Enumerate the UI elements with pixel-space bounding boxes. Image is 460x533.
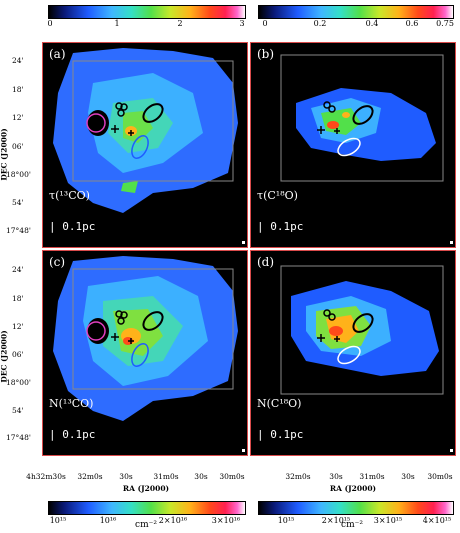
- colorbar-tau-13co: [48, 5, 246, 19]
- y-tick: 17°48': [6, 226, 31, 235]
- colorbar-tick: 2×10¹⁶: [158, 516, 188, 525]
- colorbar-tick: 2: [177, 19, 183, 28]
- y-tick: 24': [12, 56, 24, 65]
- colorbar-n-c18o: [258, 501, 454, 515]
- panel-label: (b): [257, 47, 275, 61]
- y-tick: 18°00': [6, 170, 31, 179]
- y-tick: 12': [12, 322, 24, 331]
- panel-quantity-label: N(C¹⁸O): [257, 397, 302, 410]
- x-tick: 32m0s: [285, 472, 311, 481]
- panel-c-n-13co: (c) N(¹³CO) | 0.1pc: [42, 250, 248, 456]
- x-axis-label: RA (J2000): [122, 484, 170, 493]
- colorbar-tick: 0: [47, 19, 53, 28]
- x-tick: 30m0s: [219, 472, 245, 481]
- colorbar-tick: 10¹⁶: [99, 516, 117, 525]
- colorbar-tau-c18o: [258, 5, 454, 19]
- y-tick: 06': [12, 142, 24, 151]
- y-tick: 18°00': [6, 378, 31, 387]
- y-tick: 12': [12, 113, 24, 122]
- colorbar-tick: 0.2: [313, 19, 327, 28]
- y-tick: 18': [12, 85, 24, 94]
- colorbar-tick: 4×10¹⁵: [422, 516, 452, 525]
- panel-d-n-c18o: (d) N(C¹⁸O) | 0.1pc: [250, 250, 456, 456]
- colorbar-tick: 0: [262, 19, 268, 28]
- x-tick: 4h32m30s: [26, 472, 66, 481]
- colorbar-tick: 0.75: [436, 19, 454, 28]
- x-tick: 30s: [194, 472, 208, 481]
- colorbar-unit: cm⁻²: [135, 520, 157, 530]
- y-tick: 54': [12, 198, 24, 207]
- panel-label: (c): [49, 255, 66, 269]
- panel-label: (d): [257, 255, 275, 269]
- y-tick: 24': [12, 265, 24, 274]
- map-image: [280, 54, 453, 244]
- panel-quantity-label: N(¹³CO): [49, 397, 94, 410]
- colorbar-unit: cm⁻²: [341, 520, 363, 530]
- colorbar-tick: 2×10¹⁵: [321, 516, 351, 525]
- panel-quantity-label: τ(¹³CO): [49, 189, 90, 202]
- x-tick: 32m0s: [77, 472, 103, 481]
- panel-quantity-label: τ(C¹⁸O): [257, 189, 298, 202]
- y-axis-label: DEC (J2000): [0, 330, 9, 383]
- x-tick: 31m0s: [153, 472, 179, 481]
- x-tick: 30s: [329, 472, 343, 481]
- panel-b-tau-c18o: (b) τ(C¹⁸O) | 0.1pc: [250, 42, 456, 248]
- panel-label: (a): [49, 47, 66, 61]
- colorbar-tick: 3: [239, 19, 245, 28]
- colorbar-tick: 10¹⁵: [49, 516, 67, 525]
- colorbar-tick: 3×10¹⁶: [211, 516, 241, 525]
- y-tick: 54': [12, 406, 24, 415]
- colorbar-tick: 10¹⁵: [277, 516, 295, 525]
- x-tick: 30m0s: [427, 472, 453, 481]
- y-tick: 18': [12, 294, 24, 303]
- x-tick: 31m0s: [359, 472, 385, 481]
- y-tick: 06': [12, 350, 24, 359]
- colorbar-tick: 0.6: [405, 19, 419, 28]
- colorbar-tick: 0.4: [365, 19, 379, 28]
- scale-bar: | 0.1pc: [257, 220, 304, 233]
- map-image: [280, 265, 453, 452]
- scale-bar: | 0.1pc: [257, 428, 304, 441]
- x-tick: 30s: [401, 472, 415, 481]
- panel-a-tau-13co: (a) τ(¹³CO) | 0.1pc: [42, 42, 248, 248]
- scale-bar: | 0.1pc: [49, 220, 96, 233]
- colorbar-tick: 3×10¹⁵: [373, 516, 403, 525]
- map-image: [53, 48, 245, 244]
- y-tick: 17°48': [6, 433, 31, 442]
- x-tick: 30s: [119, 472, 133, 481]
- colorbar-tick: 1: [114, 19, 120, 28]
- scale-bar: | 0.1pc: [49, 428, 96, 441]
- map-image: [53, 256, 245, 452]
- x-axis-label: RA (J2000): [329, 484, 377, 493]
- colorbar-n-13co: [48, 501, 246, 515]
